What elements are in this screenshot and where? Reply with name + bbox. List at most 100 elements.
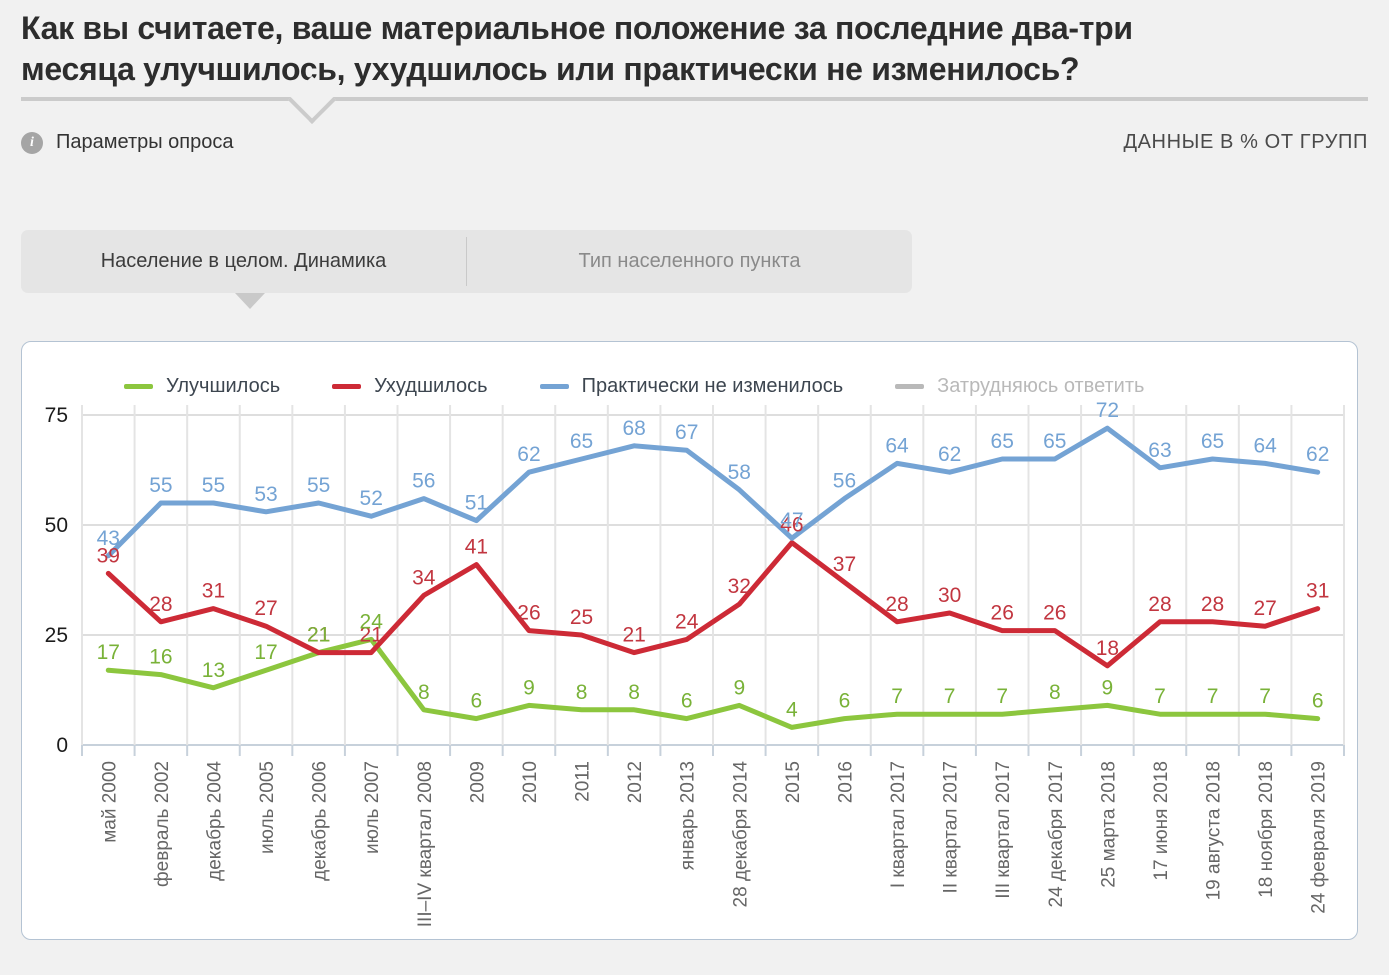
data-label-worsened: 28 [149,593,172,616]
x-axis-label-text: 17 июня 2018 [1151,761,1172,881]
x-axis-label: май 2000 [99,761,120,843]
x-axis-label: 19 августа 2018 [1204,761,1225,900]
data-label-worsened: 39 [97,544,120,567]
data-label-worsened: 26 [517,602,540,625]
data-label-improved: 7 [996,685,1008,708]
chart-card: Улучшилось Ухудшилось Практически не измен… [21,341,1358,940]
meta-row: i Параметры опроса ДАННЫЕ В % ОТ ГРУПП [21,131,1368,154]
data-label-unchanged: 43 [97,527,120,550]
data-label-worsened: 24 [675,610,699,633]
data-label-unchanged: 51 [465,492,488,515]
y-axis-tick-label: 75 [45,404,68,427]
data-label-worsened: 21 [307,624,330,647]
x-axis-label: февраль 2002 [152,761,173,887]
x-axis-label: 17 июня 2018 [1151,761,1172,881]
x-axis-label: 2010 [520,761,541,803]
page-title: Как вы считаете, ваше материальное полож… [21,8,1261,90]
page-title-line-1: Как вы считаете, ваше материальное полож… [21,10,1133,46]
x-axis-label-text: 2011 [573,761,594,802]
x-axis-label-text: 2015 [783,761,804,803]
legend-dash-icon [124,384,153,389]
data-label-worsened: 26 [991,602,1014,625]
tab-population-dynamics[interactable]: Население в целом. Динамика [100,250,387,272]
chart-legend: Улучшилось Ухудшилось Практически не измен… [124,375,1144,398]
x-axis-label: II квартал 2017 [941,761,962,893]
data-label-improved: 6 [681,690,693,713]
data-label-unchanged: 55 [307,474,330,497]
data-label-unchanged: 56 [833,470,856,493]
series-line-worsened [105,540,1321,669]
data-label-improved: 24 [360,610,384,633]
tab-bar: Население в целом. Динамика Тип населенн… [21,230,912,309]
data-label-unchanged: 72 [1096,399,1119,422]
x-axis-label-text: 24 февраля 2019 [1309,761,1330,914]
data-label-worsened: 18 [1096,637,1119,660]
data-label-improved: 7 [1207,685,1219,708]
data-label-unchanged: 64 [885,434,909,457]
data-label-unchanged: 68 [622,417,645,440]
data-label-unchanged: 65 [570,430,593,453]
data-label-improved: 8 [418,681,430,704]
data-label-worsened: 31 [1306,580,1329,603]
data-label-worsened: 37 [833,553,856,576]
x-axis-label-text: декабрь 2006 [310,761,331,881]
x-axis-label: III квартал 2017 [993,761,1014,899]
legend-dash-icon [332,384,362,389]
data-label-unchanged: 63 [1148,439,1171,462]
data-label-worsened: 21 [622,624,645,647]
x-axis-label-text: III–IV квартал 2008 [415,761,436,927]
data-label-improved: 17 [254,641,277,664]
series-line-unchanged [105,425,1321,559]
legend-item-improved[interactable]: Улучшилось [124,375,280,398]
x-axis-label-text: 2009 [467,761,488,803]
data-label-unchanged: 62 [938,443,961,466]
x-axis-label-text: 24 декабря 2017 [1046,761,1067,907]
x-axis-label-text: май 2000 [99,761,120,843]
legend-dash-icon [895,384,925,389]
y-axis-tick-label: 0 [56,734,68,757]
data-label-improved: 6 [839,690,851,713]
x-axis-label: 2009 [467,761,488,803]
tab-separator [466,237,467,286]
x-axis-label-text: 25 марта 2018 [1098,761,1119,888]
legend-item-label: Ухудшилось [374,375,488,397]
data-label-improved: 6 [471,690,483,713]
x-axis-label: III–IV квартал 2008 [415,761,436,927]
x-axis-label: 2012 [625,761,646,803]
x-axis-label: 24 декабря 2017 [1046,761,1067,907]
y-axis-tick-label: 25 [45,624,68,647]
divider [21,75,1368,125]
data-label-unchanged: 67 [675,421,698,444]
survey-params-link[interactable]: i Параметры опроса [21,131,234,154]
x-axis-label-text: 2010 [520,761,541,803]
x-axis-label-text: февраль 2002 [152,761,173,887]
tab-settlement-type[interactable]: Тип населенного пункта [578,250,801,272]
data-label-worsened: 26 [1043,602,1066,625]
data-label-unchanged: 52 [360,487,383,510]
data-label-unchanged: 62 [1306,443,1329,466]
legend-item-unchanged[interactable]: Практически не изменилось [539,375,843,398]
data-label-improved: 13 [202,659,225,682]
data-label-improved: 7 [1154,685,1166,708]
data-label-worsened: 41 [465,536,488,559]
data-label-unchanged: 65 [1201,430,1224,453]
data-label-improved: 4 [786,698,798,721]
x-axis-label-text: декабрь 2004 [204,761,225,881]
data-label-unchanged: 55 [202,474,225,497]
series-line-improved [105,636,1321,730]
x-axis-label: 25 марта 2018 [1098,761,1119,888]
x-axis-label: июль 2007 [362,761,383,854]
x-axis-label-text: июль 2007 [362,761,383,854]
x-axis-label: 2016 [835,761,856,803]
legend-item-worsened[interactable]: Ухудшилось [332,375,488,398]
data-label-worsened: 27 [1253,597,1276,620]
x-axis-label-text: январь 2013 [678,761,699,870]
data-label-unchanged: 64 [1253,434,1277,457]
legend-item-undecided[interactable]: Затрудняюсь ответить [895,375,1144,398]
y-axis-tick-label: 50 [45,514,68,537]
data-label-improved: 16 [149,646,172,669]
x-axis-label-text: 28 декабря 2014 [730,761,751,908]
x-axis-label-text: 18 ноября 2018 [1256,761,1277,898]
data-label-improved: 7 [891,685,903,708]
data-label-worsened: 30 [938,584,961,607]
